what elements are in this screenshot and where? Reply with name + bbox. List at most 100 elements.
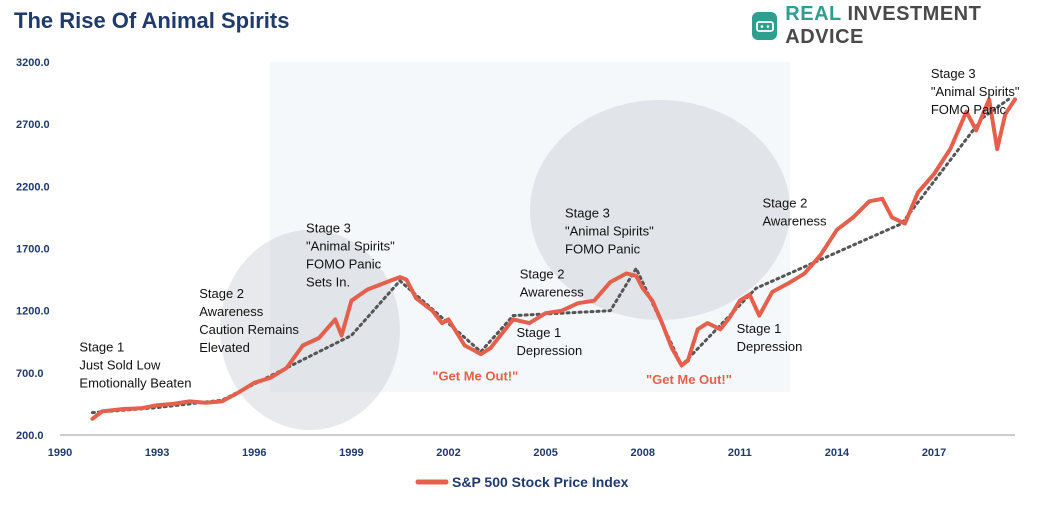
data-point <box>819 253 823 257</box>
annotation-line: Just Sold Low <box>79 358 161 373</box>
annotation-line: "Animal Spirits" <box>565 223 654 238</box>
annotation-line: Stage 3 <box>306 220 351 235</box>
x-tick-label: 2017 <box>922 447 946 459</box>
y-tick-label: 1700.0 <box>16 244 50 256</box>
annotation-line: Elevated <box>199 340 250 355</box>
x-tick-label: 1990 <box>48 447 72 459</box>
data-point <box>472 348 476 353</box>
annotation-label: Stage 2 Awareness <box>520 266 585 299</box>
data-point <box>340 333 344 338</box>
annotation-label: Stage 3 "Animal Spirits" FOMO Panic Sets In… <box>306 220 395 289</box>
data-point <box>718 327 723 331</box>
annotation-line: Caution Remains <box>199 322 299 337</box>
annotation-line: FOMO Panic <box>306 256 382 271</box>
data-point <box>479 352 483 356</box>
annotation-label: Stage 1 Depression <box>737 321 803 354</box>
data-point <box>498 333 502 338</box>
chart-title: The Rise Of Animal Spirits <box>14 8 290 33</box>
data-point <box>349 299 353 303</box>
y-tick-label: 2700.0 <box>16 119 50 131</box>
data-point <box>123 407 127 411</box>
data-point <box>728 315 732 319</box>
data-point <box>948 147 952 151</box>
legend: S&P 500 Stock Price Index <box>415 474 629 490</box>
annotation-line: Stage 2 <box>199 286 244 301</box>
data-point <box>624 271 629 275</box>
data-point <box>660 321 664 325</box>
data-point <box>511 317 515 321</box>
annotation-line: Stage 1 <box>737 321 782 336</box>
annotation-line: Emotionally Beaten <box>79 376 191 391</box>
y-tick-label: 200.0 <box>16 430 44 442</box>
annotation-line: FOMO Panic <box>931 102 1007 117</box>
annotation-line: Stage 3 <box>565 205 610 220</box>
data-point <box>268 376 273 380</box>
data-point <box>903 222 907 226</box>
data-point <box>527 321 532 325</box>
data-point <box>1013 97 1017 101</box>
annotation-line: Stage 1 <box>79 340 124 355</box>
x-tick-label: 2011 <box>728 447 752 459</box>
data-point <box>686 358 690 362</box>
x-tick-label: 1999 <box>339 447 363 459</box>
annotation-line: Awareness <box>199 304 264 319</box>
data-point <box>608 280 612 284</box>
annotation-line: Sets In. <box>306 274 350 289</box>
data-point <box>786 281 790 285</box>
annotation-label: Stage 2 Awareness Caution Remains Elevated <box>199 286 299 355</box>
x-tick-label: 1993 <box>145 447 169 459</box>
data-point <box>382 281 386 285</box>
annotation-line: Stage 1 <box>516 325 561 340</box>
annotation-label: Stage 3 "Animal Spirits" FOMO Panic <box>931 66 1020 117</box>
data-point <box>414 296 418 300</box>
data-point <box>592 299 596 303</box>
series-line-sp500 <box>90 97 1017 421</box>
x-tick-label: 2002 <box>436 447 460 459</box>
data-point <box>932 172 936 176</box>
data-point <box>365 287 370 292</box>
annotation-line: Stage 3 <box>931 66 976 81</box>
series-group <box>90 97 1017 421</box>
x-axis: 1990 1993 1996 1999 2002 2005 2008 2011 2014 2017 <box>48 434 1015 459</box>
annotation-label: Stage 1 Just Sold Low Emotionally Beaten <box>79 340 191 391</box>
data-point <box>916 190 920 195</box>
x-tick-label: 2008 <box>630 447 654 459</box>
data-point <box>867 199 871 203</box>
annotations: Stage 1 Just Sold Low Emotionally BeatenSt… <box>79 66 1019 391</box>
data-point <box>851 215 855 220</box>
data-point <box>560 309 564 313</box>
data-point <box>543 311 548 315</box>
data-point <box>974 128 978 132</box>
annotation-label: Stage 3 "Animal Spirits" FOMO Panic <box>565 205 654 256</box>
y-tick-label: 700.0 <box>16 368 44 380</box>
data-point <box>802 271 807 275</box>
data-point <box>171 402 175 406</box>
annotation-line: "Get Me Out!" <box>646 372 732 387</box>
data-point <box>317 336 321 340</box>
annotation-line: Depression <box>737 339 803 354</box>
annotation-label: Stage 2 Awareness <box>762 195 827 228</box>
annotation-line: FOMO Panic <box>565 241 641 256</box>
x-tick-label: 2014 <box>825 447 850 459</box>
annotation-line: Depression <box>516 343 582 358</box>
annotation-label: "Get Me Out!" <box>432 368 518 383</box>
data-point <box>488 346 493 350</box>
annotation-line: "Animal Spirits" <box>931 84 1020 99</box>
brand-logo: REAL INVESTMENT ADVICE <box>752 3 1038 48</box>
trend-line <box>90 97 1010 415</box>
data-point <box>1003 112 1007 116</box>
data-point <box>576 301 580 305</box>
data-point <box>995 147 999 151</box>
background-panel <box>270 62 790 392</box>
annotation-line: "Get Me Out!" <box>432 368 518 383</box>
data-point <box>100 409 104 413</box>
data-point <box>398 275 402 279</box>
legend-label: S&P 500 Stock Price Index <box>452 474 629 490</box>
data-point <box>964 110 969 114</box>
data-point <box>404 277 408 282</box>
data-point <box>987 97 991 101</box>
data-point <box>880 197 884 201</box>
y-tick-label: 2200.0 <box>16 181 50 193</box>
data-point <box>430 309 434 313</box>
